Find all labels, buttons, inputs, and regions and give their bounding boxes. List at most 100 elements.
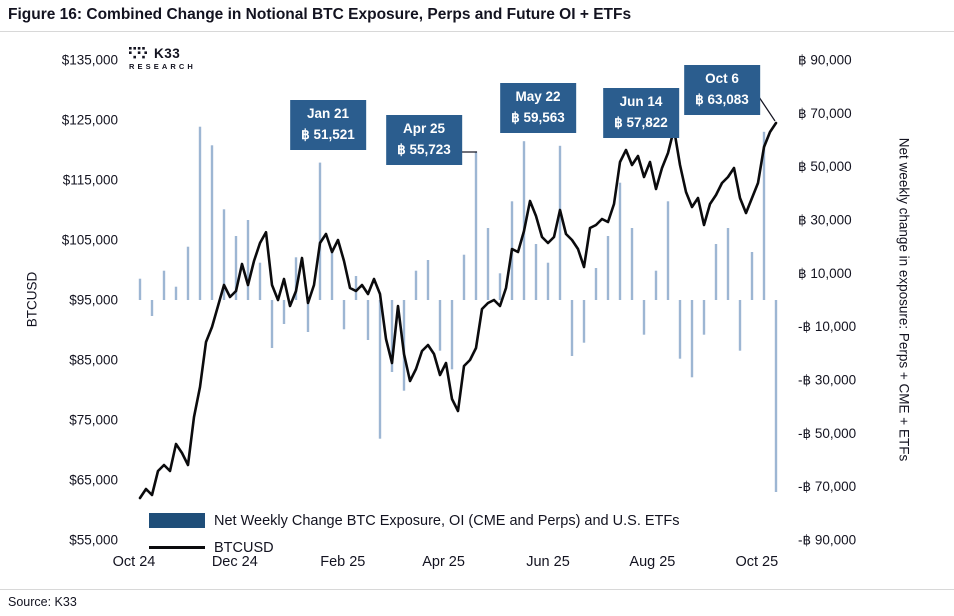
net-change-bar <box>354 276 358 300</box>
net-change-bar <box>330 249 334 300</box>
net-change-bar <box>618 182 622 300</box>
net-change-bar <box>666 201 670 300</box>
right-axis-tick: ฿ 70,000 <box>798 106 852 121</box>
net-change-bar <box>450 300 454 370</box>
legend-item-bars: Net Weekly Change BTC Exposure, OI (CME … <box>149 507 680 534</box>
net-change-bar <box>186 246 190 300</box>
net-change-bar <box>318 162 322 300</box>
net-change-bar <box>366 300 370 340</box>
right-axis-tick: -฿ 50,000 <box>798 426 856 441</box>
right-axis-title: Net weekly change in exposure: Perps + C… <box>896 137 912 462</box>
right-axis-tick: ฿ 10,000 <box>798 266 852 281</box>
annotation-date: Oct 6 <box>705 71 739 86</box>
net-change-bar <box>414 270 418 300</box>
left-axis-tick: $115,000 <box>63 173 118 188</box>
annotation-value: ฿ 57,822 <box>614 114 668 130</box>
net-change-bar <box>702 300 706 335</box>
net-change-bar <box>654 270 658 300</box>
right-axis-tick: -฿ 30,000 <box>798 373 856 388</box>
net-change-bar <box>606 236 610 300</box>
net-change-bar <box>522 141 526 300</box>
right-axis-tick: ฿ 90,000 <box>798 53 852 68</box>
figure-title: Figure 16: Combined Change in Notional B… <box>0 0 954 32</box>
annotation-connector <box>758 96 776 122</box>
net-change-bar <box>498 273 502 300</box>
left-axis-tick: $135,000 <box>62 53 118 68</box>
x-axis-tick: Dec 24 <box>212 554 258 570</box>
x-axis-tick: Oct 25 <box>735 554 778 570</box>
net-change-bar <box>462 254 466 300</box>
annotation-apr-25: Apr 25 ฿ 55,723 <box>386 115 462 165</box>
net-change-bar <box>378 300 382 439</box>
left-axis-tick: $95,000 <box>69 293 118 308</box>
net-change-bar <box>210 145 214 300</box>
net-change-bar <box>726 228 730 300</box>
annotation-value: ฿ 51,521 <box>301 126 355 142</box>
x-axis-tick: Apr 25 <box>422 554 465 570</box>
x-axis-tick: Jun 25 <box>526 554 570 570</box>
legend-item-line: BTCUSD <box>149 534 680 561</box>
x-axis-tick: Feb 25 <box>320 554 365 570</box>
annotation-value: ฿ 55,723 <box>397 141 451 157</box>
legend-bar-label: Net Weekly Change BTC Exposure, OI (CME … <box>214 512 680 529</box>
net-change-bar <box>246 220 250 300</box>
annotation-oct-6: Oct 6 ฿ 63,083 <box>684 65 760 115</box>
net-change-bar <box>306 300 310 332</box>
net-change-bar <box>138 278 142 300</box>
k33-logo: K33 RESEARCH <box>129 46 196 71</box>
net-change-bar <box>762 131 766 300</box>
net-change-bar <box>594 268 598 300</box>
net-change-bar <box>570 300 574 356</box>
k33-logo-dots-icon <box>129 47 147 59</box>
annotation-may-22: May 22 ฿ 59,563 <box>500 83 576 133</box>
annotation-value: ฿ 63,083 <box>695 91 749 107</box>
left-axis-tick: $75,000 <box>69 413 118 428</box>
right-axis-tick: -฿ 70,000 <box>798 479 856 494</box>
net-change-bar <box>162 270 166 300</box>
k33-logo-name: K33 <box>154 46 181 61</box>
annotation-date: Apr 25 <box>402 121 446 136</box>
right-axis-tick: ฿ 50,000 <box>798 159 852 174</box>
annotation-jan-21: Jan 21 ฿ 51,521 <box>290 100 366 150</box>
annotation-jun-14: Jun 14 ฿ 57,822 <box>603 88 679 138</box>
x-axis-tick: Oct 24 <box>113 554 156 570</box>
net-change-bar <box>714 244 718 300</box>
net-change-bar <box>630 228 634 300</box>
left-axis-tick: $105,000 <box>62 233 118 248</box>
net-change-bar <box>390 300 394 372</box>
net-change-bar <box>774 300 778 492</box>
btcusd-line <box>138 121 778 500</box>
net-change-bar <box>546 262 550 300</box>
annotation-value: ฿ 59,563 <box>511 109 565 125</box>
legend-bar-swatch <box>149 513 205 528</box>
net-change-bar <box>150 300 154 316</box>
annotation-date: May 22 <box>515 89 561 104</box>
left-axis-tick: $125,000 <box>62 113 118 128</box>
net-change-bar <box>750 252 754 300</box>
annotation-date: Jan 21 <box>306 106 350 121</box>
net-change-bar <box>438 300 442 351</box>
net-change-bar <box>642 300 646 335</box>
legend-line-swatch <box>149 546 205 549</box>
net-change-bar <box>258 262 262 300</box>
left-axis-tick: $65,000 <box>69 473 118 488</box>
net-change-bar <box>534 244 538 300</box>
right-axis-tick: ฿ 30,000 <box>798 213 852 228</box>
legend: Net Weekly Change BTC Exposure, OI (CME … <box>149 507 680 561</box>
net-change-bar <box>486 228 490 300</box>
net-change-bar <box>234 236 238 300</box>
net-change-bar <box>558 145 562 300</box>
net-change-bar <box>282 300 286 324</box>
annotation-date: Jun 14 <box>619 94 663 109</box>
net-change-bar <box>738 300 742 351</box>
left-axis-tick: $85,000 <box>69 353 118 368</box>
net-change-bar <box>198 126 202 300</box>
right-axis-tick: -฿ 10,000 <box>798 319 856 334</box>
net-change-bar <box>474 151 478 300</box>
right-axis-tick: -฿ 90,000 <box>798 533 856 548</box>
net-change-bar <box>174 286 178 300</box>
k33-logo-subtitle: RESEARCH <box>129 62 196 71</box>
net-change-bar <box>426 260 430 300</box>
left-axis-tick: $55,000 <box>69 533 118 548</box>
